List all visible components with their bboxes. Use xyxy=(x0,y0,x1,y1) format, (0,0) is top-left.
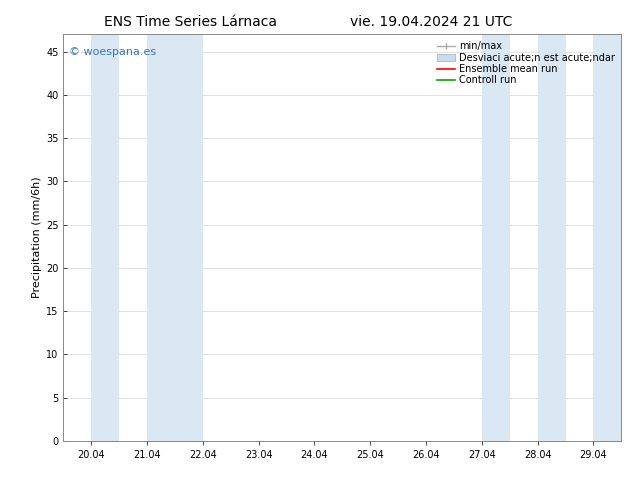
Legend: min/max, Desviaci acute;n est acute;ndar, Ensemble mean run, Controll run: min/max, Desviaci acute;n est acute;ndar… xyxy=(436,39,616,87)
Bar xyxy=(593,34,621,441)
Bar xyxy=(91,34,119,441)
Text: © woespana.es: © woespana.es xyxy=(69,47,156,56)
Bar xyxy=(482,34,510,441)
Text: ENS Time Series Lárnaca: ENS Time Series Lárnaca xyxy=(104,15,276,29)
Bar xyxy=(147,34,203,441)
Text: vie. 19.04.2024 21 UTC: vie. 19.04.2024 21 UTC xyxy=(350,15,512,29)
Y-axis label: Precipitation (mm/6h): Precipitation (mm/6h) xyxy=(32,177,42,298)
Bar xyxy=(538,34,566,441)
